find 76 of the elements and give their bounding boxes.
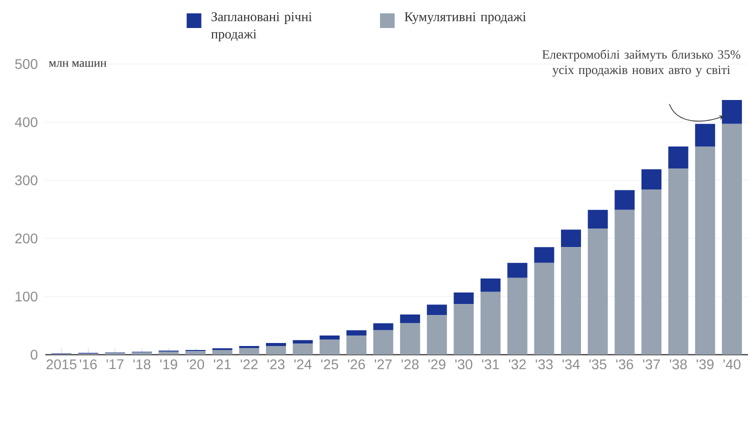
bar <box>561 230 581 248</box>
x-tick-label: '17 <box>106 359 124 370</box>
x-tick-label: '33 <box>536 359 553 370</box>
bar <box>695 146 716 355</box>
x-tick-label: '38 <box>670 359 687 370</box>
x-tick-label: '22 <box>240 359 258 370</box>
x-tick-label: '32 <box>508 359 526 370</box>
y-tick-label: 400 <box>14 117 38 128</box>
y-tick-label: 0 <box>30 350 38 360</box>
bar <box>239 346 260 348</box>
bar <box>641 169 662 190</box>
x-tick-label: '19 <box>160 359 178 370</box>
x-tick-label: '31 <box>482 359 499 370</box>
bar <box>292 344 313 355</box>
bar <box>561 247 581 355</box>
x-tick-label: '37 <box>643 359 660 370</box>
x-tick-label: '18 <box>133 359 150 370</box>
bar <box>320 340 340 355</box>
bar <box>614 210 635 355</box>
bar <box>426 315 447 355</box>
bar <box>507 262 528 278</box>
bar <box>292 340 313 344</box>
x-tick-label: '27 <box>374 359 392 370</box>
y-tick-label: 500 <box>15 59 38 69</box>
x-tick-label: '16 <box>80 359 97 370</box>
bar <box>212 350 232 355</box>
bar <box>320 335 340 340</box>
bar <box>480 278 501 292</box>
bar <box>668 146 688 169</box>
x-tick-label: '40 <box>724 359 740 370</box>
x-tick-label: '39 <box>696 359 714 370</box>
bar <box>722 100 742 124</box>
annotation: Електромобілі займуть близько 35% усіх продажів нових авто у світі <box>542 50 740 77</box>
bar <box>454 292 474 304</box>
bar <box>534 247 554 263</box>
bar <box>400 314 420 324</box>
x-tick-label: '21 <box>214 359 231 370</box>
y-tick-label: 100 <box>16 292 38 302</box>
bar <box>266 343 286 346</box>
bar <box>480 292 501 355</box>
x-tick-label: '26 <box>348 359 365 370</box>
x-tick-label: '29 <box>428 359 446 370</box>
x-tick-label: 2015 <box>46 359 76 370</box>
bar <box>239 348 260 355</box>
bar <box>534 262 554 355</box>
bar <box>346 330 366 336</box>
x-tick-label: '35 <box>589 359 606 370</box>
bar <box>507 278 528 355</box>
bar <box>454 304 474 355</box>
bar <box>346 335 366 355</box>
legend-label: Кумулятивні продажі <box>404 12 526 24</box>
bar <box>722 124 742 355</box>
bar <box>641 190 662 355</box>
bar <box>373 323 394 330</box>
bar <box>614 190 635 210</box>
y-tick-label: 300 <box>15 175 38 186</box>
bar <box>373 330 394 355</box>
x-tick-label: '30 <box>455 359 472 370</box>
x-tick-label: '36 <box>616 359 634 370</box>
y-tick-label: 200 <box>15 233 38 244</box>
bar <box>588 210 608 229</box>
bar <box>426 304 447 316</box>
legend-label: Заплановані річні продажі <box>211 12 312 42</box>
x-tick-label: '34 <box>562 359 580 370</box>
bar <box>400 323 420 355</box>
x-tick-label: '20 <box>187 359 204 370</box>
bar <box>186 351 206 355</box>
x-tick-label: '24 <box>294 359 312 370</box>
bar <box>588 228 608 355</box>
y-axis-title: млн машин <box>48 61 106 67</box>
bar <box>668 168 688 355</box>
x-tick-label: '28 <box>402 359 419 370</box>
x-tick-label: '25 <box>321 359 338 370</box>
bar <box>266 346 286 355</box>
x-tick-label: '23 <box>268 359 284 370</box>
bar <box>695 124 716 147</box>
